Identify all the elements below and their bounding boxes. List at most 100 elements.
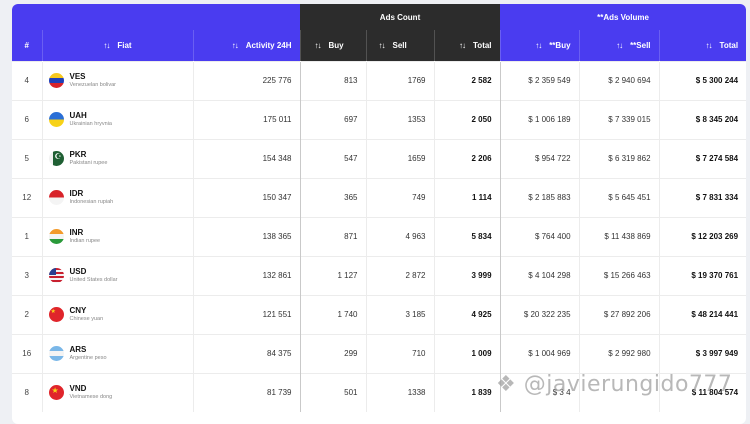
count-total-cell: 1 114 (433, 177, 501, 217)
count-sell-cell: 1338 (365, 372, 434, 412)
col-count-total[interactable]: ↑↓ Total (433, 30, 501, 61)
fiat-name: Vietnamese dong (69, 394, 113, 401)
sort-icon[interactable]: ↑↓ (314, 40, 322, 50)
count-total-cell: 5 834 (433, 216, 501, 256)
rank-cell: 12 (12, 177, 42, 217)
sort-icon[interactable]: ↑↓ (459, 40, 466, 50)
fiat-cell: USD United States dollar (41, 255, 193, 295)
fiat-name: Argentine peso (69, 355, 107, 361)
fiat-cell: VES Venezuelan bolivar (41, 60, 193, 100)
table-row[interactable]: 3 USD United States dollar 132 861 1 127 … (12, 255, 746, 295)
vol-total-cell: $ 5 300 244 (658, 60, 746, 100)
sort-icon[interactable]: ↑↓ (616, 40, 623, 50)
count-sell-cell: 3 185 (365, 294, 434, 334)
rank-cell: 8 (12, 372, 42, 412)
col-rank-label: # (24, 40, 29, 50)
table-row[interactable]: 12 IDR Indonesian rupiah 150 347 365 749 … (12, 177, 746, 217)
count-buy-cell: 365 (299, 177, 366, 217)
vol-buy-cell: $ 3 4 (499, 372, 580, 412)
sort-icon[interactable]: ↑↓ (535, 40, 542, 50)
table-row[interactable]: 16 ARS Argentine peso 84 375 299 710 1 00… (12, 333, 746, 373)
count-total-cell: 4 925 (433, 294, 501, 334)
col-vol-sell[interactable]: ↑↓ **Sell (578, 30, 660, 61)
argentina-flag-icon (48, 346, 64, 361)
fiat-name: Ukrainian hryvnia (69, 121, 113, 127)
china-flag-icon (48, 307, 64, 322)
activity-cell: 84 375 (192, 333, 300, 373)
count-total-cell: 2 206 (433, 138, 501, 178)
count-sell-cell: 710 (365, 333, 434, 373)
fiat-code: VES (69, 72, 86, 81)
activity-cell: 81 739 (192, 372, 300, 412)
col-count-sell-label: Sell (392, 40, 407, 50)
fiat-name: Indonesian rupiah (69, 199, 114, 205)
fiat-name: Venezuelan bolivar (69, 82, 116, 88)
count-buy-cell: 813 (299, 60, 366, 100)
activity-cell: 150 347 (192, 177, 300, 217)
vol-buy-cell: $ 2 185 883 (499, 177, 580, 217)
rank-cell: 5 (12, 138, 42, 178)
sort-icon[interactable]: ↑↓ (378, 40, 386, 50)
vol-total-cell: $ 48 214 441 (658, 294, 746, 334)
vol-sell-cell: $ 5 645 451 (578, 177, 660, 217)
vol-total-cell: $ 3 997 949 (658, 333, 746, 373)
vietnam-flag-icon (48, 385, 64, 401)
sort-icon[interactable]: ↑↓ (705, 40, 713, 50)
count-buy-cell: 697 (299, 99, 366, 139)
vol-total-cell: $ 7 831 334 (658, 177, 746, 217)
vol-sell-cell: $ 27 892 206 (578, 294, 660, 334)
count-sell-cell: 749 (365, 177, 434, 217)
activity-cell: 138 365 (192, 216, 300, 256)
col-vol-buy[interactable]: ↑↓ **Buy (499, 30, 580, 61)
sort-icon[interactable]: ↑↓ (231, 40, 239, 50)
venezuela-flag-icon (48, 73, 64, 88)
group-header-blank (12, 4, 300, 30)
fiat-code: CNY (69, 306, 87, 315)
fiat-code: ARS (69, 345, 87, 354)
activity-cell: 132 861 (192, 255, 300, 295)
vol-buy-cell: $ 764 400 (499, 216, 580, 256)
col-count-sell[interactable]: ↑↓ Sell (365, 30, 434, 61)
fiat-code: PKR (69, 150, 87, 159)
indonesia-flag-icon (48, 190, 64, 205)
col-count-buy-label: Buy (328, 40, 344, 50)
fiat-cell: IDR Indonesian rupiah (41, 177, 193, 217)
fiat-name: Indian rupee (69, 238, 101, 244)
rank-cell: 6 (12, 99, 42, 139)
fiat-cell: ARS Argentine peso (41, 333, 193, 373)
count-sell-cell: 1769 (365, 60, 434, 100)
fiat-name: United States dollar (69, 277, 118, 283)
activity-cell: 154 348 (192, 138, 300, 178)
col-vol-total[interactable]: ↑↓ Total (658, 30, 746, 61)
col-vol-sell-label: **Sell (630, 40, 651, 50)
col-activity[interactable]: ↑↓ Activity 24H (192, 30, 300, 61)
table-row[interactable]: 4 VES Venezuelan bolivar 225 776 813 1769… (12, 60, 746, 100)
count-buy-cell: 299 (299, 333, 366, 373)
sort-icon[interactable]: ↑↓ (103, 40, 110, 50)
col-count-buy[interactable]: ↑↓ Buy (299, 30, 366, 61)
col-fiat[interactable]: ↑↓ Fiat (41, 30, 193, 61)
table-row[interactable]: 6 UAH Ukrainian hryvnia 175 011 697 1353 … (12, 99, 746, 139)
count-sell-cell: 1659 (365, 138, 434, 178)
vol-buy-cell: $ 2 359 549 (499, 60, 580, 100)
vol-sell-cell: $ 2 992 980 (578, 333, 660, 373)
ukraine-flag-icon (48, 112, 64, 127)
vol-sell-cell: $ 11 438 869 (578, 216, 660, 256)
fiat-code: INR (69, 228, 84, 237)
vol-total-cell: $ 12 203 269 (658, 216, 746, 256)
vol-sell-cell: $ 2 940 694 (578, 60, 660, 100)
group-header-row: Ads Count **Ads Volume (12, 4, 746, 30)
count-buy-cell: 1 740 (299, 294, 366, 334)
usa-flag-icon (48, 268, 64, 283)
table-row[interactable]: 1 INR Indian rupee 138 365 871 4 963 5 83… (12, 216, 746, 256)
vol-total-cell: $ 11 804 574 (658, 372, 746, 412)
rank-cell: 2 (12, 294, 42, 334)
fiat-code: UAH (69, 111, 87, 120)
vol-sell-cell: $ 15 266 463 (578, 255, 660, 295)
